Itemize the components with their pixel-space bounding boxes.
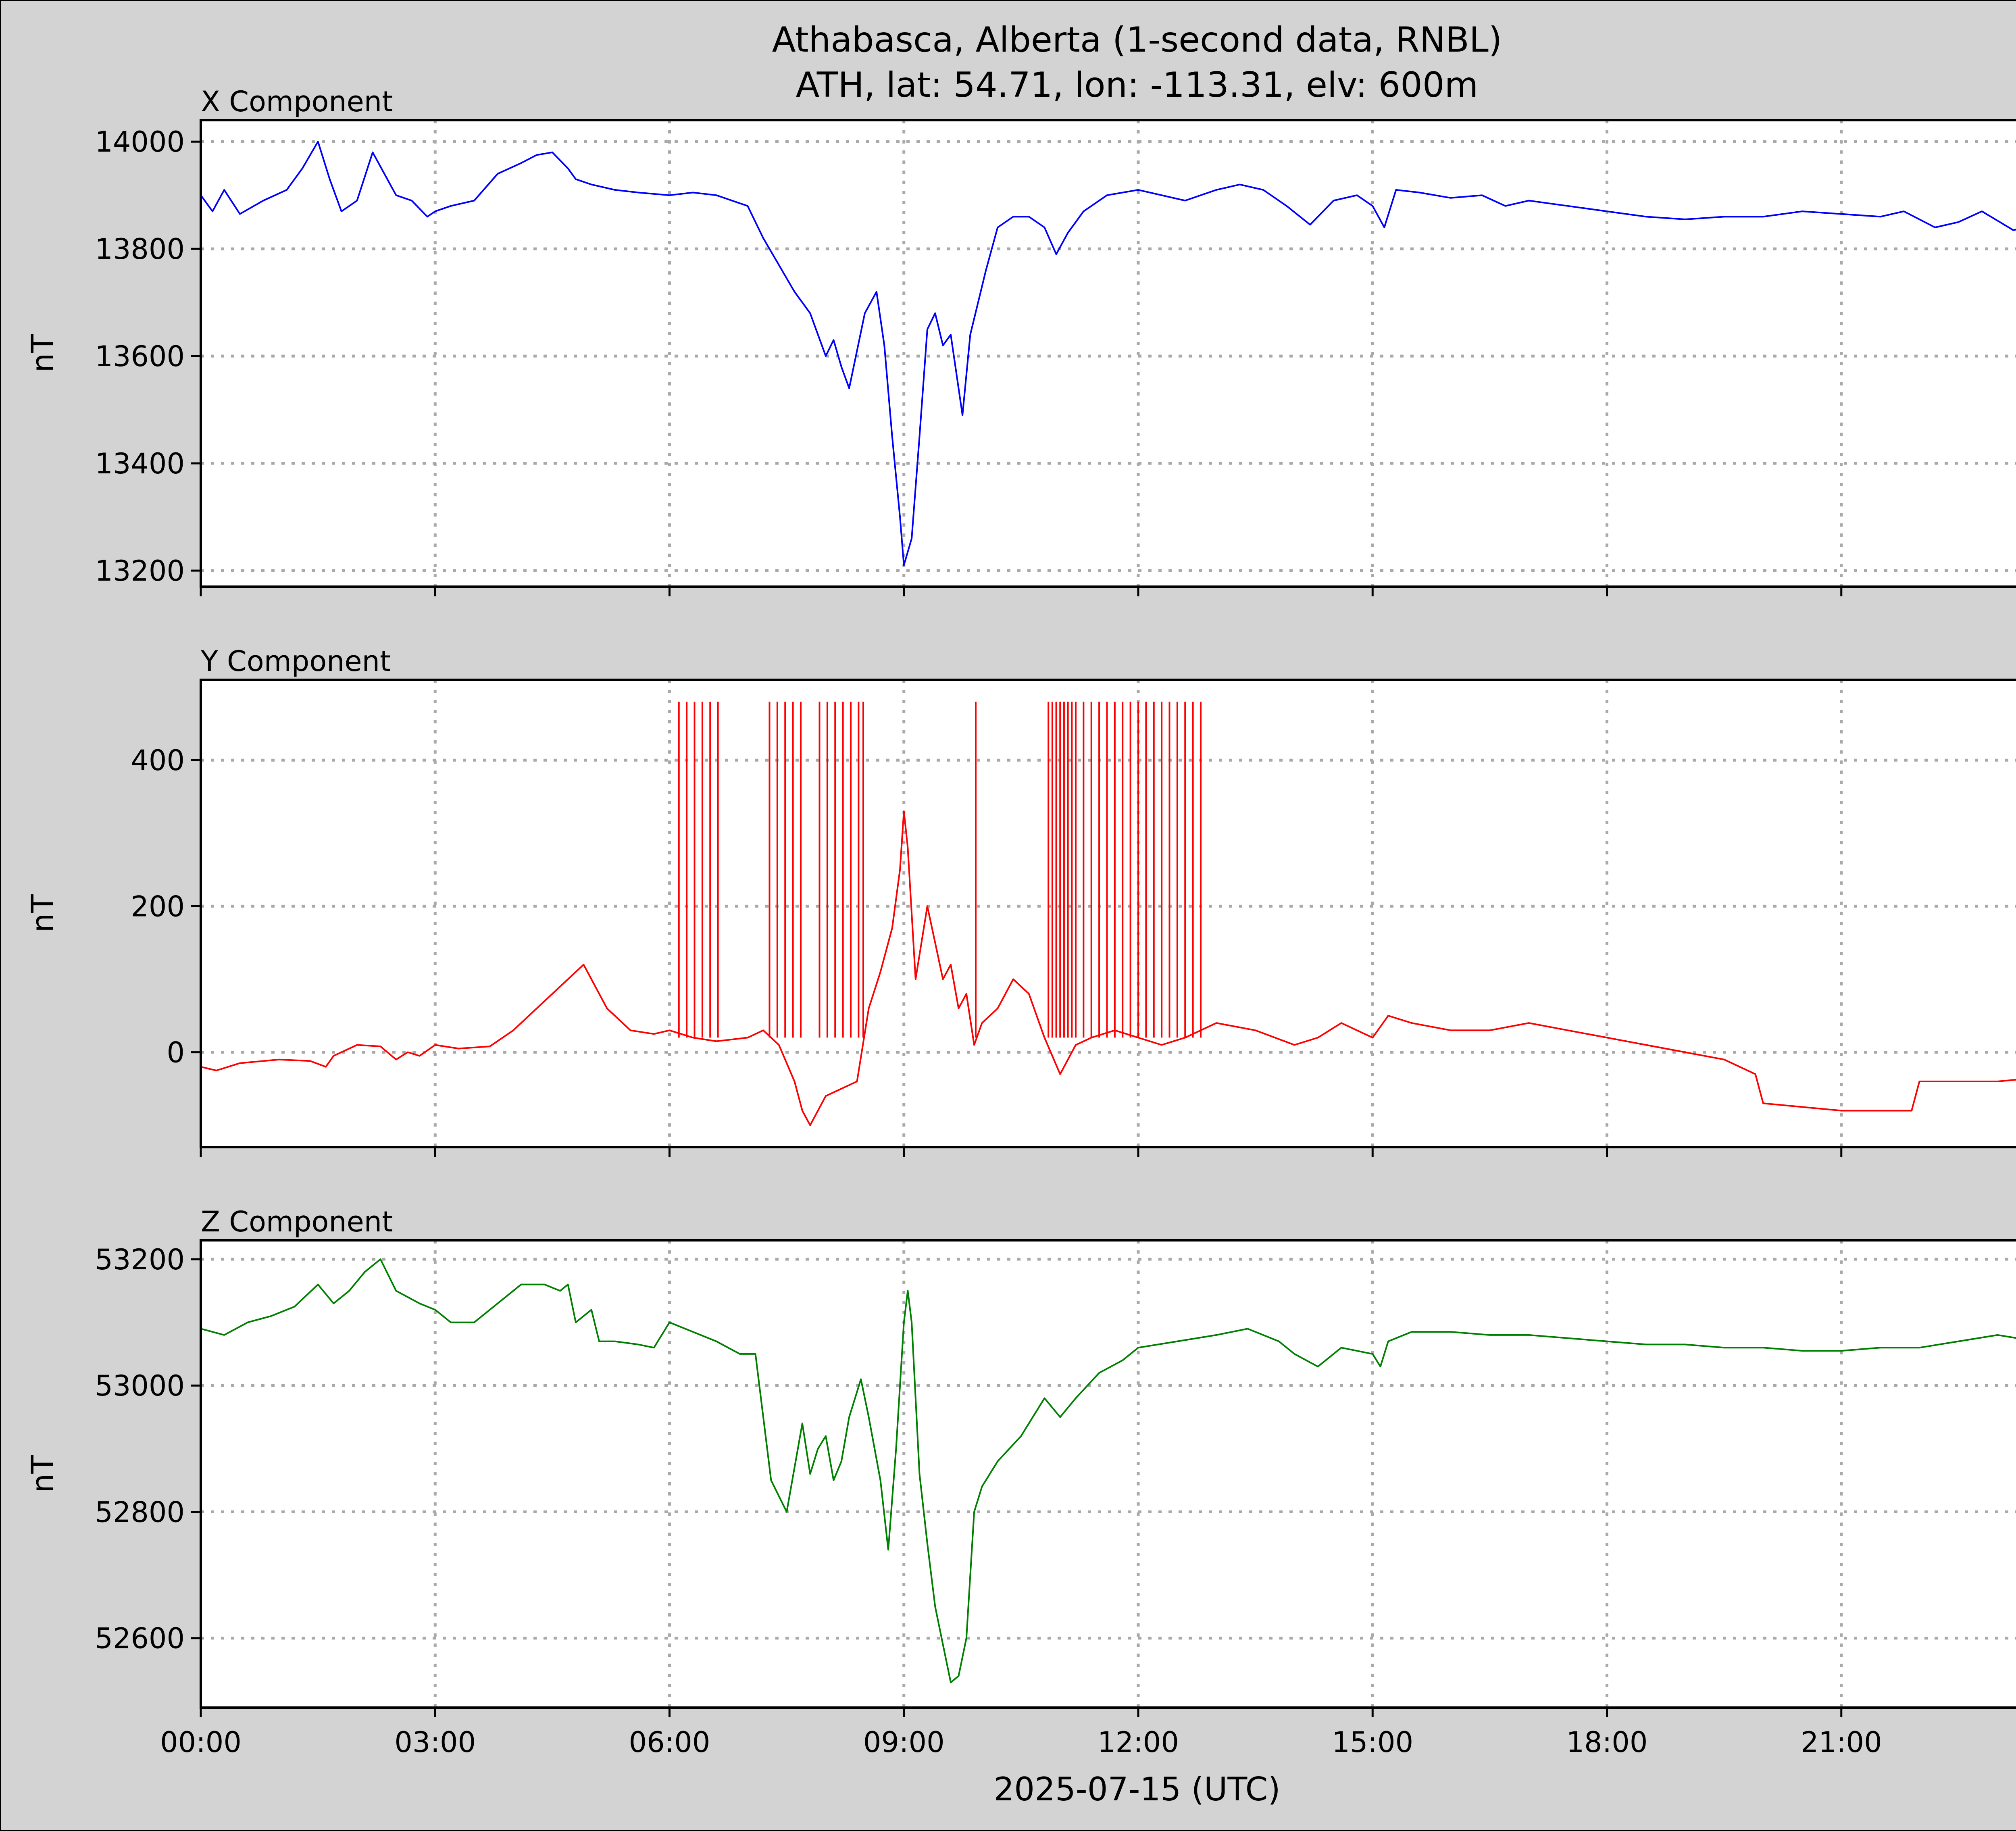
series-line [200, 1258, 2016, 1683]
x-tick-label: 15:00 [1332, 1726, 1413, 1759]
axes-frame [200, 679, 2016, 1148]
y-tick-label: 13600 [95, 340, 185, 373]
panel-3: Z Component nT 52600 52800 53000 53200 [25, 1205, 2016, 1717]
figure-title: Athabasca, Alberta (1-second data, RNBL) [772, 20, 1502, 60]
panel-2: Y Component nT 0 200 400 [25, 645, 2016, 1157]
panels: X Component nT 13200 13400 13600 13800 14000 Y … [25, 85, 2016, 1759]
y-tick-label: 52800 [95, 1496, 185, 1529]
x-axis-label: 2025-07-15 (UTC) [993, 1771, 1280, 1808]
axes-frame [200, 1239, 2016, 1709]
axes-frame [200, 119, 2016, 588]
y-tick-label: 0 [167, 1036, 185, 1069]
y-tick-label: 13200 [95, 554, 185, 587]
panel-title: X Component [201, 85, 393, 118]
figure-subtitle: ATH, lat: 54.71, lon: -113.31, elv: 600m [796, 65, 1479, 105]
panel-1: X Component nT 13200 13400 13600 13800 14000 [25, 85, 2016, 596]
series-line [200, 810, 2016, 1126]
plot-area [201, 120, 2016, 587]
series-line [200, 141, 2016, 566]
plot-area [201, 1240, 2016, 1708]
y-tick-label: 52600 [95, 1622, 185, 1655]
y-tick-label: 53000 [95, 1369, 185, 1402]
x-tick-label: 12:00 [1098, 1726, 1179, 1759]
y-tick-label: 14000 [95, 125, 185, 158]
y-tick-label: 53200 [95, 1243, 185, 1276]
x-tick-label: 03:00 [394, 1726, 476, 1759]
y-axis-label: nT [25, 334, 60, 373]
panel-title: Y Component [200, 645, 391, 678]
plot-area [201, 680, 2016, 1147]
x-tick-label: 00:00 [160, 1726, 242, 1759]
x-tick-label: 09:00 [863, 1726, 945, 1759]
x-tick-label: 21:00 [1801, 1726, 1882, 1759]
y-axis-label: nT [25, 894, 60, 933]
y-tick-label: 400 [131, 744, 185, 777]
y-tick-label: 13800 [95, 233, 185, 266]
x-tick-label: 06:00 [629, 1726, 710, 1759]
spike-group [678, 702, 1202, 1038]
x-tick-label: 18:00 [1566, 1726, 1648, 1759]
panel-title: Z Component [201, 1205, 393, 1238]
y-tick-label: 200 [131, 890, 185, 923]
y-axis-label: nT [25, 1455, 60, 1493]
y-tick-label: 13400 [95, 447, 185, 480]
